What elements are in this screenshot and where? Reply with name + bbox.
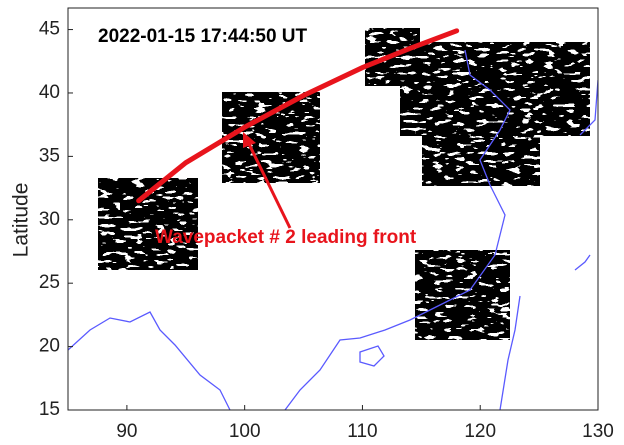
image-patch bbox=[415, 250, 510, 340]
timestamp: 2022-01-15 17:44:50 UT bbox=[98, 26, 308, 47]
y-tick-label: 20 bbox=[39, 336, 60, 357]
image-patch bbox=[222, 92, 320, 183]
y-tick-label: 30 bbox=[39, 209, 60, 230]
x-tick-label: 100 bbox=[229, 421, 261, 442]
annotation: Wavepacket # 2 leading front bbox=[155, 227, 417, 248]
y-tick-label: 15 bbox=[39, 399, 60, 420]
x-tick-label: 130 bbox=[582, 421, 614, 442]
x-tick-label: 90 bbox=[116, 421, 137, 442]
y-tick-label: 35 bbox=[39, 145, 60, 166]
y-axis-label: Latitude bbox=[10, 183, 33, 258]
y-tick-label: 40 bbox=[39, 82, 60, 103]
x-tick-label: 110 bbox=[347, 421, 377, 442]
map-figure: 2022-01-15 17:44:50 UT Latitude Wavepack… bbox=[0, 0, 624, 445]
image-patch bbox=[422, 80, 540, 186]
y-tick-label: 25 bbox=[39, 272, 60, 293]
x-tick-label: 120 bbox=[464, 421, 496, 442]
y-tick-label: 45 bbox=[39, 19, 60, 40]
